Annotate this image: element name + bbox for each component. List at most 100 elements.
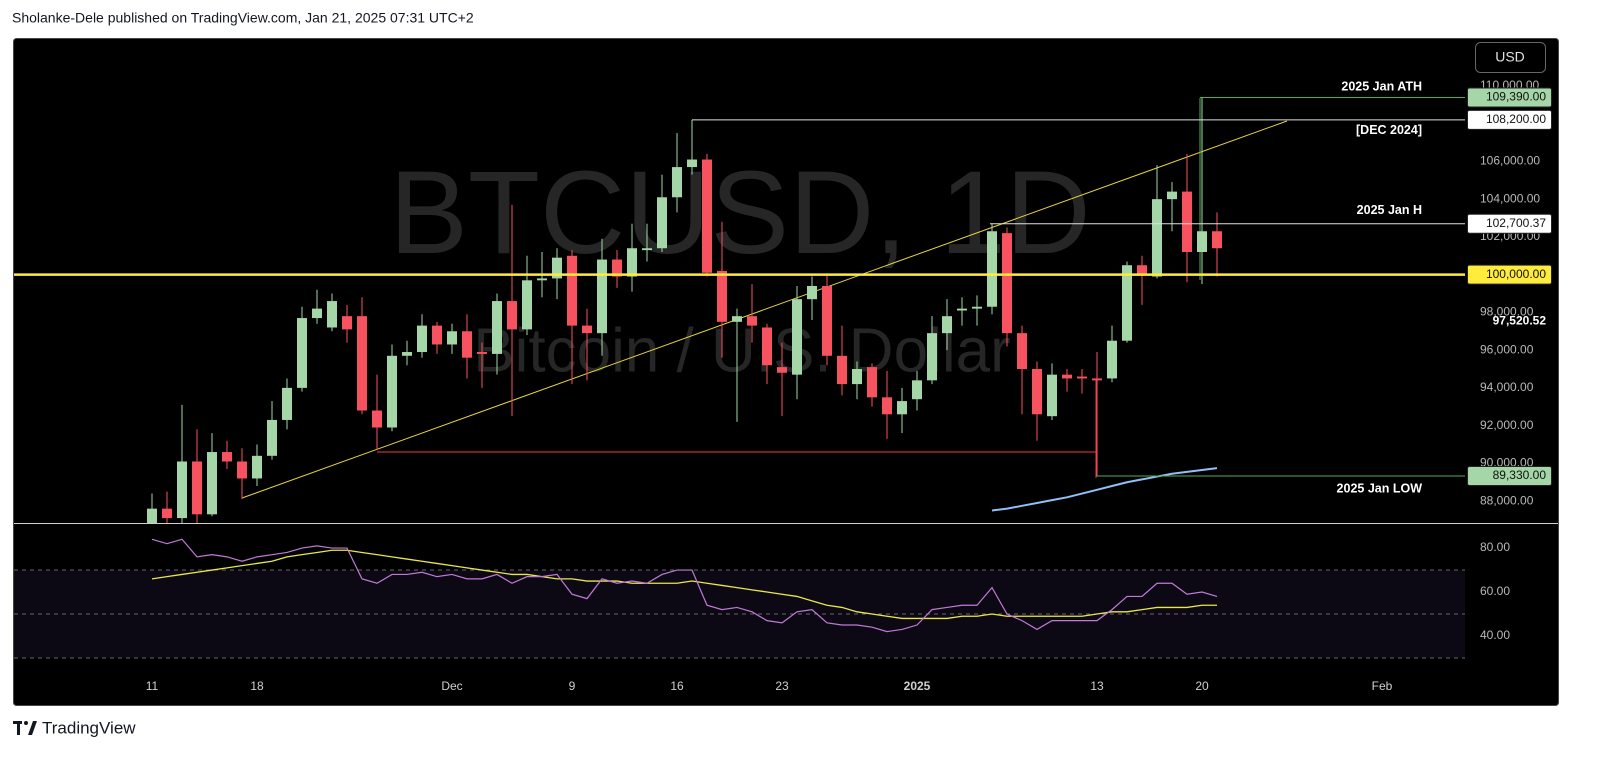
candle-body [822, 285, 832, 356]
candle-body [687, 159, 697, 168]
currency-label[interactable]: USD [1495, 49, 1525, 65]
candle-body [237, 461, 247, 479]
candle-body [612, 259, 622, 277]
watermark-subtitle: Bitcoin / U.S. Dollar [473, 316, 1011, 385]
moving-average [991, 467, 1218, 512]
candle-body [177, 461, 187, 519]
candle-body [672, 167, 682, 198]
candle-body [1197, 231, 1207, 253]
candle-body [777, 367, 787, 373]
candle-body [567, 255, 577, 326]
candle-body [372, 410, 382, 428]
candle-body [1062, 374, 1072, 379]
level-price-box [1467, 109, 1552, 130]
candle-body [867, 367, 877, 398]
candle-body [1137, 265, 1147, 275]
candle-body [942, 316, 952, 334]
candle-body [477, 352, 487, 354]
candle-body [207, 452, 217, 515]
y-tick-label: 106,000.00 [1480, 154, 1540, 168]
level-price-box [1467, 264, 1552, 285]
candle-body [852, 369, 862, 385]
rsi-line [151, 538, 1218, 633]
y-tick-label: 98,000.00 [1480, 305, 1534, 319]
candle-body [987, 231, 997, 307]
x-tick-label: 13 [1090, 679, 1104, 693]
candle-body [162, 508, 172, 519]
level-price-label: 108,200.00 [1486, 112, 1546, 126]
candle-body [297, 318, 307, 388]
candle-body [702, 159, 712, 273]
candle-body [897, 401, 907, 415]
candle-body [1212, 231, 1222, 249]
candle-body [957, 308, 967, 311]
candle-body [1167, 191, 1177, 200]
candle-body [717, 270, 727, 322]
x-tick-label: 9 [569, 679, 576, 693]
candle-body [1077, 376, 1087, 379]
candle-body [552, 257, 562, 279]
x-tick-label: Feb [1372, 679, 1393, 693]
brand-name: TradingView [42, 718, 136, 737]
candle-body [327, 301, 337, 328]
y-tick-label: 88,000.00 [1480, 493, 1534, 507]
x-tick-label: 23 [775, 679, 789, 693]
level-price-label: 89,330.00 [1493, 468, 1547, 482]
x-tick-label: 16 [670, 679, 684, 693]
candle-body [282, 387, 292, 420]
watermark: BTCUSD, 1D [389, 147, 1091, 279]
y-tick-label: 94,000.00 [1480, 380, 1534, 394]
candle-body [1122, 265, 1132, 341]
candle-body [762, 327, 772, 366]
x-tick-label: 2025 [904, 679, 931, 693]
candle-body [447, 331, 457, 345]
candle-body [357, 316, 367, 411]
y-tick-label: 104,000.00 [1480, 191, 1540, 205]
x-tick-label: 20 [1195, 679, 1209, 693]
candle-body [312, 308, 322, 319]
candle-body [342, 316, 352, 330]
candle-body [192, 461, 202, 515]
candle-body [1032, 369, 1042, 415]
candle-body [657, 197, 667, 249]
candle-body [1107, 340, 1117, 379]
level-price-label: 97,520.52 [1493, 314, 1547, 328]
logo-part [24, 721, 28, 725]
candle-body [747, 316, 757, 326]
candle-body [387, 355, 397, 428]
candle-body [627, 248, 637, 277]
candle-body [1152, 199, 1162, 277]
candle-body [792, 299, 802, 375]
y-tick-label: 92,000.00 [1480, 418, 1534, 432]
candle-body [837, 355, 847, 385]
level-annotation: 2025 Jan ATH [1341, 80, 1422, 94]
candle-body [642, 248, 652, 251]
candle-body [252, 455, 262, 479]
level-price-label: 102,700.37 [1486, 216, 1546, 230]
candle-body [1002, 233, 1012, 334]
candle-body [492, 301, 502, 354]
y-tick-label: 96,000.00 [1480, 342, 1534, 356]
main-pane [147, 97, 1222, 523]
logo-part [28, 721, 37, 735]
level-price-box [1467, 213, 1552, 234]
candle-body [222, 452, 232, 462]
candle-body [462, 331, 472, 358]
candle-body [402, 352, 412, 356]
logo-part [17, 721, 20, 735]
brand-logo [13, 721, 37, 735]
candle-body [1047, 374, 1057, 417]
candle-body [597, 259, 607, 334]
candle-body [432, 325, 442, 345]
currency-button[interactable] [1475, 42, 1546, 73]
x-tick-label: Dec [441, 679, 462, 693]
candle-body [522, 280, 532, 330]
candle-body [927, 333, 937, 381]
rsi-pane [14, 538, 1465, 659]
candle-body [732, 316, 742, 322]
candle-body [1092, 378, 1102, 381]
level-annotation: 2025 Jan LOW [1337, 481, 1423, 495]
level-annotation: 2025 Jan H [1357, 203, 1422, 217]
